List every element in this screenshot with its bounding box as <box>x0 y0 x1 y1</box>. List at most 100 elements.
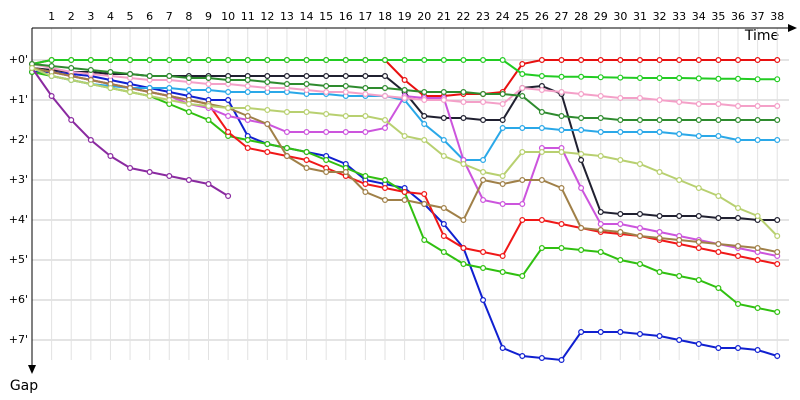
data-point <box>715 193 722 200</box>
data-point <box>440 56 447 63</box>
y-axis-arrow <box>28 365 36 374</box>
data-point <box>558 126 565 133</box>
data-point <box>656 96 663 103</box>
data-point <box>774 309 781 316</box>
data-point <box>558 357 565 364</box>
data-point <box>401 76 408 83</box>
data-point <box>735 215 742 222</box>
data-point <box>68 56 75 63</box>
data-point <box>264 106 271 113</box>
data-point <box>303 56 310 63</box>
data-point <box>636 225 643 232</box>
data-point <box>538 108 545 115</box>
data-point <box>499 345 506 352</box>
data-point <box>715 116 722 123</box>
data-point <box>499 253 506 260</box>
x-tick-label: 29 <box>594 10 608 23</box>
data-point <box>538 72 545 79</box>
data-point <box>676 74 683 81</box>
data-point <box>342 112 349 119</box>
data-point <box>636 233 643 240</box>
data-point <box>264 84 271 91</box>
data-point <box>362 56 369 63</box>
data-point <box>205 56 212 63</box>
data-point <box>735 301 742 308</box>
y-tick-label: +6' <box>9 293 28 306</box>
data-point <box>519 124 526 131</box>
data-point <box>754 102 761 109</box>
data-point <box>676 177 683 184</box>
data-point <box>735 345 742 352</box>
x-tick-label: 26 <box>535 10 549 23</box>
x-axis-label: Time <box>744 28 779 44</box>
data-point <box>283 108 290 115</box>
data-point <box>107 153 114 160</box>
x-tick-label: 34 <box>692 10 706 23</box>
data-point <box>382 197 389 204</box>
y-tick-label: +4' <box>9 213 28 226</box>
data-point <box>342 88 349 95</box>
data-point <box>323 88 330 95</box>
x-tick-label: 14 <box>300 10 314 23</box>
data-point <box>342 169 349 176</box>
data-point <box>676 98 683 105</box>
data-point <box>107 56 114 63</box>
data-point <box>166 96 173 103</box>
data-point <box>480 265 487 272</box>
data-point <box>676 56 683 63</box>
x-tick-label: 30 <box>613 10 627 23</box>
data-point <box>244 82 251 89</box>
data-point <box>362 112 369 119</box>
data-point <box>205 102 212 109</box>
data-point <box>636 211 643 218</box>
data-point <box>107 68 114 75</box>
data-point <box>440 114 447 121</box>
data-point <box>735 102 742 109</box>
x-tick-label: 7 <box>166 10 173 23</box>
data-point <box>68 64 75 71</box>
data-point <box>225 88 232 95</box>
data-point <box>68 76 75 83</box>
data-point <box>401 197 408 204</box>
data-point <box>695 133 702 140</box>
data-point <box>205 116 212 123</box>
data-point <box>48 62 55 69</box>
data-point <box>107 84 114 91</box>
data-point <box>440 137 447 144</box>
data-point <box>440 96 447 103</box>
data-point <box>578 73 585 80</box>
data-point <box>617 211 624 218</box>
data-point <box>127 56 134 63</box>
data-point <box>460 56 467 63</box>
x-tick-label: 6 <box>146 10 153 23</box>
data-point <box>401 56 408 63</box>
data-point <box>303 108 310 115</box>
data-point <box>617 329 624 336</box>
data-point <box>656 213 663 220</box>
data-point <box>185 56 192 63</box>
data-point <box>676 131 683 138</box>
data-point <box>244 145 251 152</box>
data-point <box>715 285 722 292</box>
data-point <box>558 88 565 95</box>
x-tick-label: 35 <box>711 10 725 23</box>
data-point <box>421 88 428 95</box>
data-point <box>225 129 232 136</box>
data-point <box>205 181 212 188</box>
data-point <box>460 98 467 105</box>
data-point <box>578 114 585 121</box>
data-point <box>774 217 781 224</box>
data-point <box>244 56 251 63</box>
data-point <box>283 145 290 152</box>
data-point <box>127 165 134 172</box>
data-point <box>695 56 702 63</box>
data-point <box>578 157 585 164</box>
data-point <box>578 247 585 254</box>
data-point <box>362 173 369 180</box>
data-point <box>578 56 585 63</box>
data-point <box>754 76 761 83</box>
data-point <box>617 56 624 63</box>
data-point <box>362 181 369 188</box>
data-point <box>362 189 369 196</box>
data-point <box>225 104 232 111</box>
